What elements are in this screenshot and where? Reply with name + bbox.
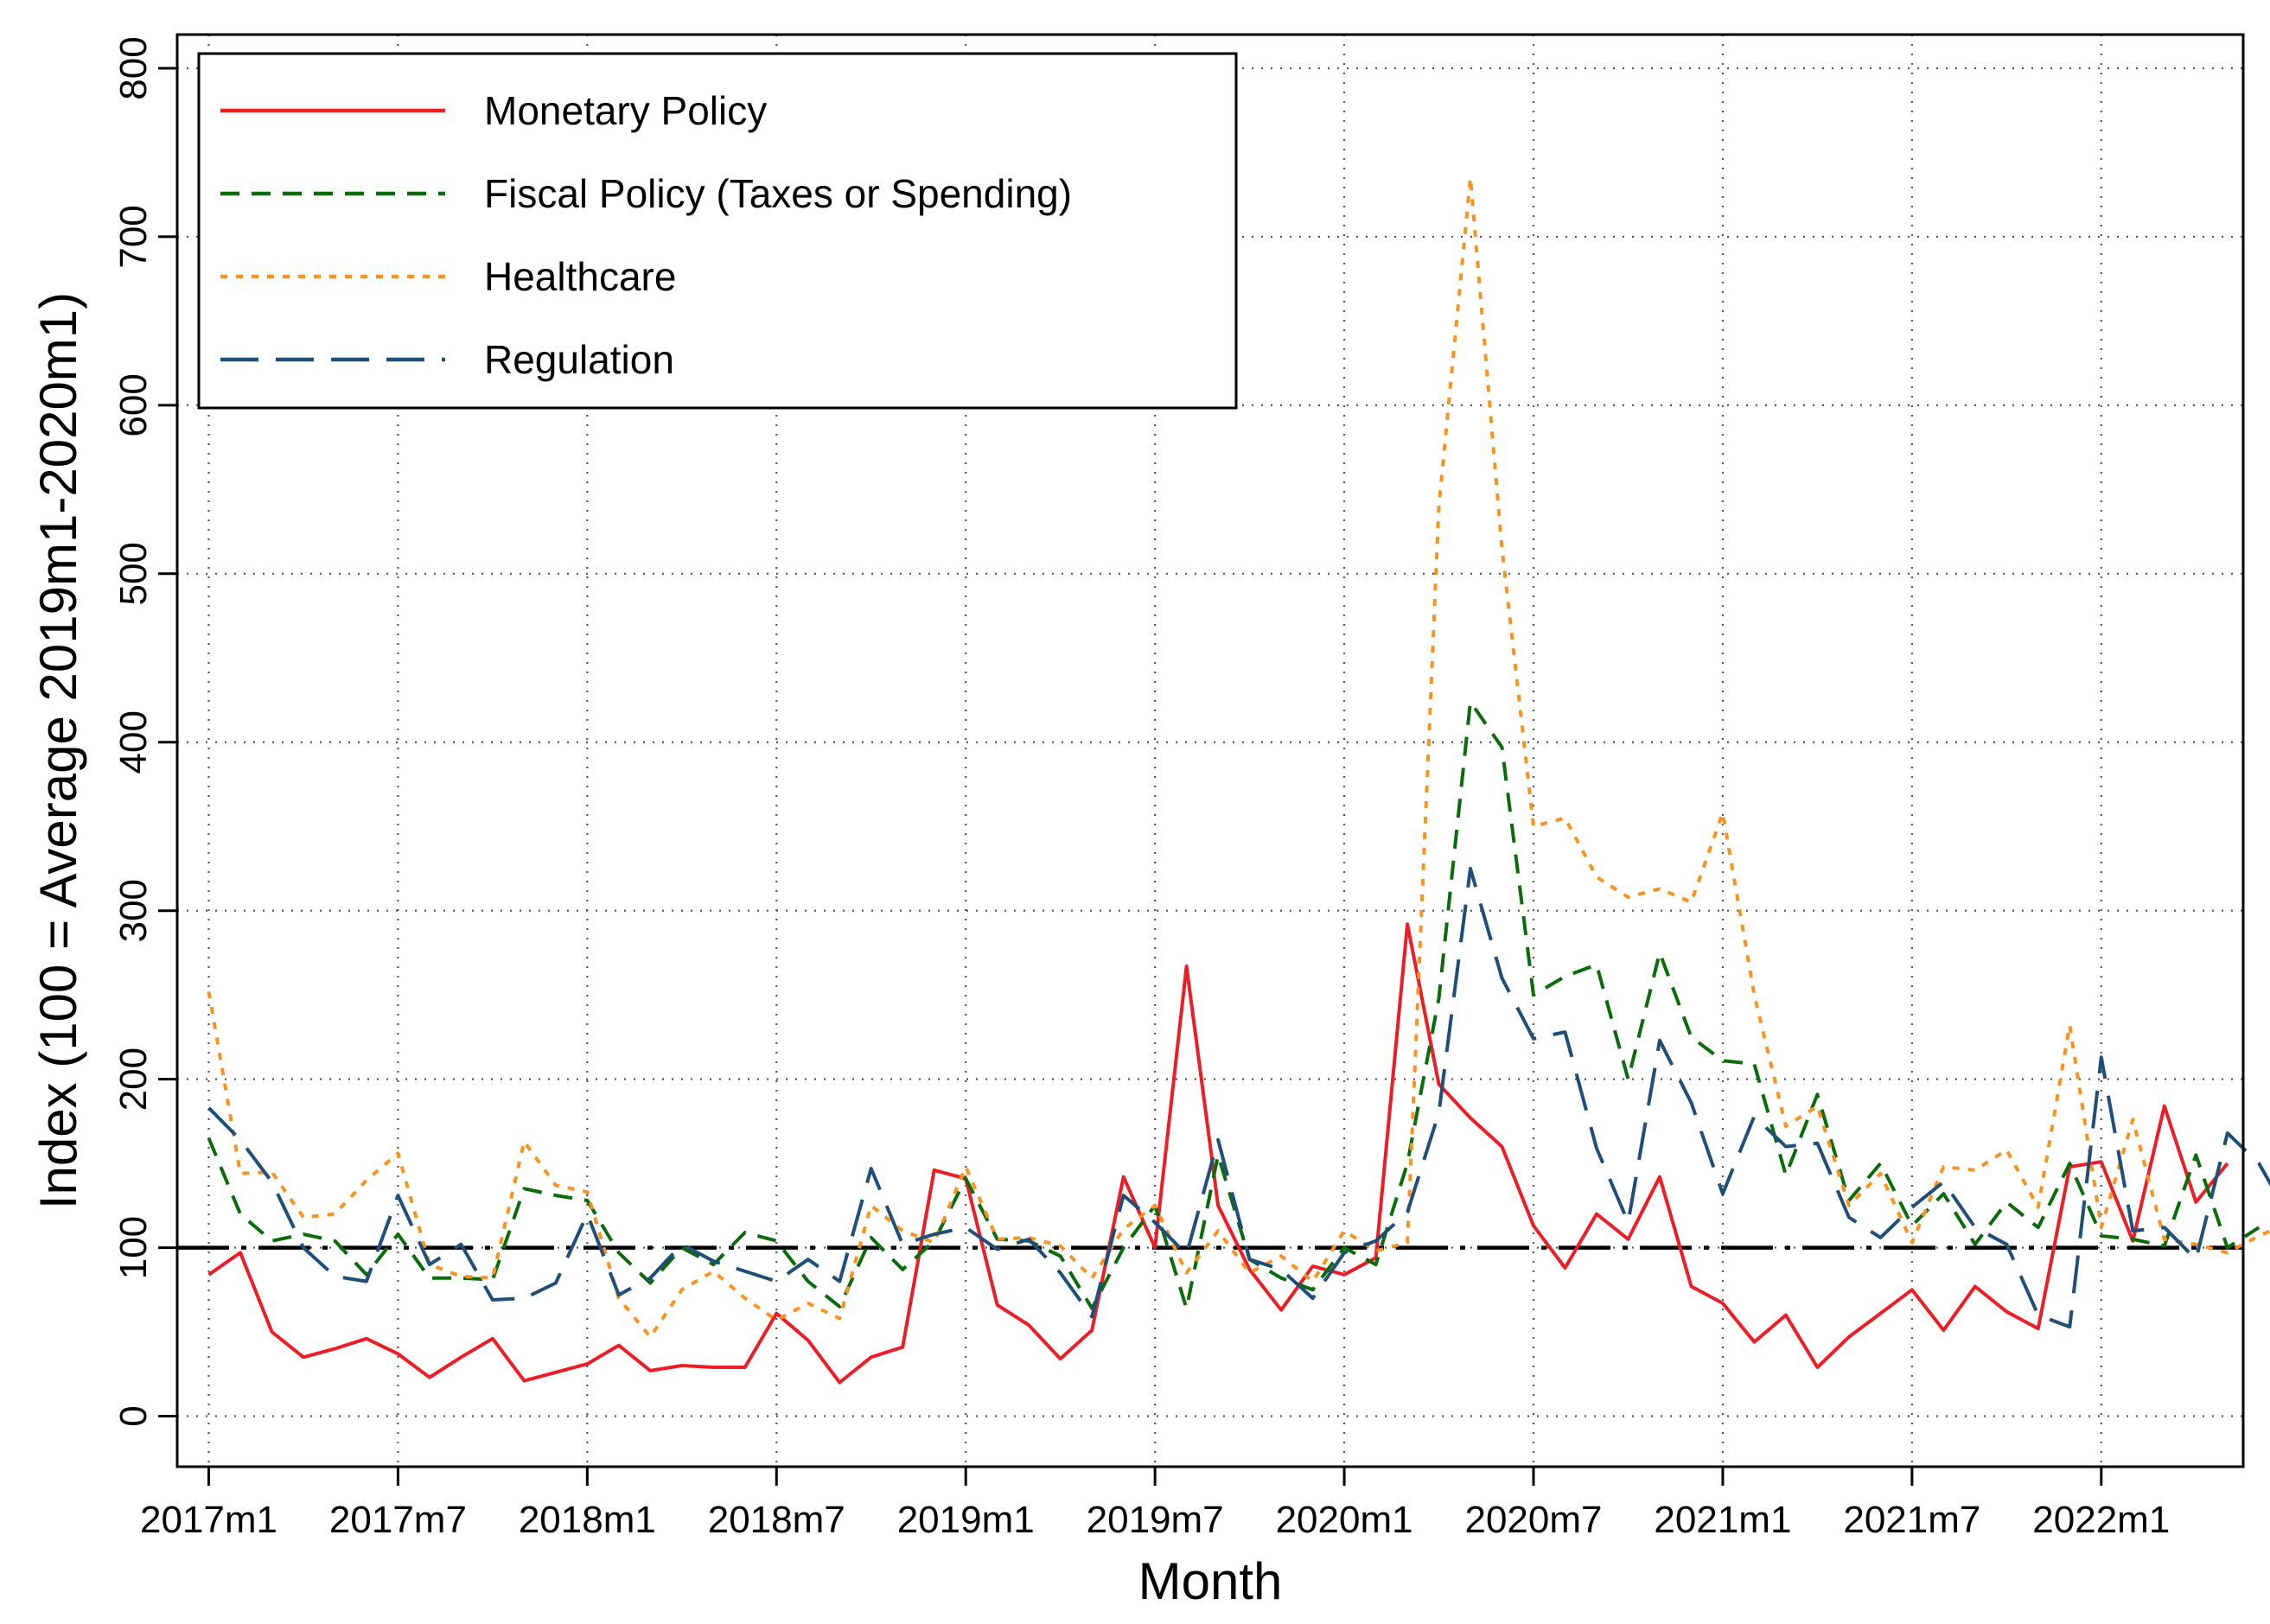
- plot-frame: [175, 33, 2245, 1468]
- x-tick-label: 2017m1: [140, 1499, 277, 1541]
- axes: 0 100 200 300 400 500 600 700 800 2017m1 2017m7 201…: [112, 36, 2170, 1541]
- legend: Monetary Policy Fiscal Policy (Taxes or S…: [197, 52, 1238, 410]
- y-tick-label: 600: [112, 373, 155, 436]
- series-line-monetary-policy: [207, 922, 2229, 1385]
- y-tick-label: 200: [112, 1048, 155, 1111]
- series-line-regulation: [207, 867, 2270, 1329]
- legend-label: Healthcare: [484, 254, 676, 299]
- y-tick-label: 800: [112, 36, 155, 99]
- x-tick-label: 2020m1: [1276, 1499, 1413, 1541]
- x-tick-label: 2017m7: [329, 1499, 467, 1541]
- legend-label: Fiscal Policy (Taxes or Spending): [484, 171, 1072, 216]
- x-tick-label: 2021m1: [1654, 1499, 1791, 1541]
- legend-label: Regulation: [484, 337, 674, 382]
- x-tick-label: 2021m7: [1843, 1499, 1980, 1541]
- y-axis-title: Index (100 = Average 2019m1-2020m1): [29, 292, 87, 1209]
- x-tick-label: 2022m1: [2032, 1499, 2170, 1541]
- x-tick-label: 2018m1: [519, 1499, 656, 1541]
- x-tick-label: 2019m7: [1087, 1499, 1224, 1541]
- series-line-healthcare: [207, 175, 2270, 1339]
- x-tick-label: 2018m7: [708, 1499, 845, 1541]
- legend-box: [197, 52, 1238, 410]
- y-tick-label: 700: [112, 205, 155, 268]
- legend-label: Monetary Policy: [484, 88, 767, 133]
- y-tick-label: 400: [112, 710, 155, 774]
- y-tick-label: 100: [112, 1216, 155, 1279]
- y-tick-label: 500: [112, 542, 155, 605]
- series-line-fiscal-policy-taxes-or-spending: [207, 700, 2260, 1310]
- y-tick-label: 300: [112, 879, 155, 942]
- series-layer: [207, 175, 2270, 1385]
- x-tick-label: 2020m7: [1464, 1499, 1602, 1541]
- y-tick-label: 0: [112, 1405, 155, 1426]
- x-tick-label: 2019m1: [897, 1499, 1035, 1541]
- x-axis-title: Month: [1138, 1552, 1283, 1610]
